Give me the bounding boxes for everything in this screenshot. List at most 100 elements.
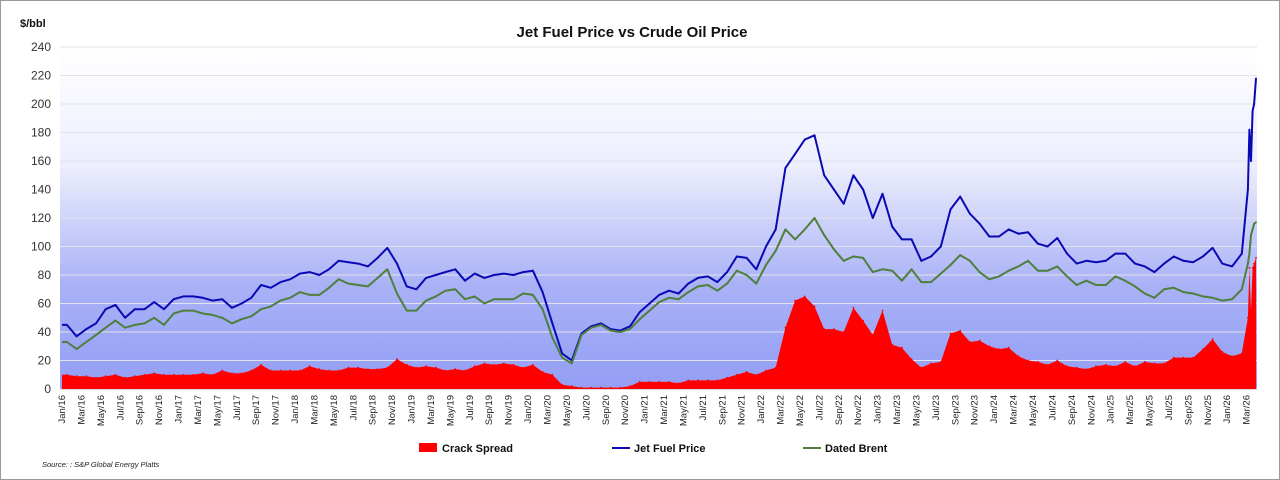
y-tick-label: 0 [44,382,51,396]
x-tick-label: Jan/18 [290,395,301,424]
crack-spread-point [784,326,787,329]
crack-spread-point [347,366,350,369]
jet-fuel-price-point [143,308,146,311]
jet-fuel-price-point [930,255,932,258]
jet-fuel-price-point [648,302,651,305]
y-tick-label: 120 [31,211,51,225]
dated-brent-point [609,329,612,332]
crack-spread-point [357,366,360,369]
dated-brent-point [1163,288,1165,291]
jet-fuel-price-point [172,298,175,301]
jet-fuel-price-point [182,295,185,298]
crack-spread-point [376,368,379,370]
jet-fuel-price-point [425,277,427,279]
crack-spread-point [124,376,126,379]
crack-spread-point [551,373,554,376]
jet-fuel-price-point [405,285,408,288]
x-tick-label: Jul/23 [931,395,942,420]
dated-brent-point [813,217,816,219]
dated-brent-point [765,264,767,266]
x-tick-label: Mar/17 [193,395,204,425]
jet-fuel-price-point [415,288,418,291]
dated-brent-point [231,322,233,325]
jet-fuel-price-point [1114,252,1117,255]
x-tick-label: Nov/23 [970,395,981,425]
jet-fuel-price-point [706,275,709,278]
jet-fuel-price-point [269,286,272,289]
crack-spread-point [289,369,292,372]
crack-spread-point [192,373,195,376]
crack-spread-point [299,369,301,372]
crack-spread-point [143,373,146,376]
jet-fuel-price-point [201,296,204,299]
crack-spread-point [745,371,748,373]
dated-brent-point [1221,299,1224,302]
x-tick-label: Jul/22 [814,395,825,420]
dated-brent-point [561,356,563,359]
dated-brent-point [493,298,495,301]
crack-spread-point [794,299,796,302]
x-tick-label: Jul/24 [1047,395,1058,420]
jet-fuel-price-point [1153,271,1156,273]
crack-spread-point [114,373,117,376]
crack-spread-point [658,381,661,383]
jet-fuel-price-point [988,235,991,238]
dated-brent-point [687,291,690,293]
dated-brent-point [347,282,350,285]
y-tick-label: 220 [31,69,51,83]
crack-spread-point [1075,366,1078,369]
crack-spread-point [881,309,884,312]
dated-brent-point [784,228,787,231]
dated-brent-point [1251,228,1254,231]
jet-fuel-price-point [376,257,379,259]
dated-brent-point [1211,296,1214,299]
crack-spread-point [959,329,962,332]
crack-spread-point [201,372,204,375]
dated-brent-point [658,301,661,303]
dated-brent-point [444,289,447,292]
crack-spread-point [765,369,767,372]
crack-spread-point [687,379,690,382]
jet-fuel-price-point [1251,110,1254,112]
jet-fuel-price-point [833,188,835,191]
dated-brent-point [182,309,185,312]
jet-fuel-price-point [813,134,816,137]
dated-brent-point [221,316,224,319]
dated-brent-point [590,326,593,329]
x-tick-label: Sep/20 [601,395,612,425]
jet-fuel-price-point [668,289,670,292]
crack-spread-point [1066,365,1068,368]
crack-spread-point [1211,338,1214,340]
crack-spread-point [570,385,573,387]
jet-fuel-price-point [1211,247,1214,249]
dated-brent-point [774,249,777,252]
crack-spread-point [735,373,738,376]
dated-brent-point [978,271,981,273]
x-tick-label: Nov/21 [737,395,748,425]
dated-brent-point [1192,292,1195,295]
crack-spread-point [502,362,505,365]
dated-brent-point [1017,265,1020,268]
jet-fuel-price-point [1017,232,1020,235]
dated-brent-point [1124,279,1127,282]
x-tick-label: Nov/17 [271,395,282,425]
x-tick-label: Nov/20 [620,395,631,425]
crack-spread-point [231,372,233,375]
jet-fuel-price-point [551,322,554,325]
jet-fuel-price-point [308,271,311,273]
dated-brent-point [464,298,466,301]
dated-brent-point [1095,284,1097,286]
crack-spread-point [473,365,476,368]
dated-brent-point [910,268,913,271]
jet-fuel-price-point [66,324,68,326]
jet-fuel-price-point [512,274,515,276]
jet-fuel-price-point [600,322,602,325]
y-tick-label: 100 [31,240,51,254]
jet-fuel-price-point [969,212,971,215]
crack-spread-point [172,373,175,376]
jet-fuel-price-point [949,208,952,211]
jet-fuel-price-point [454,268,457,271]
x-tick-label: Mar/26 [1242,395,1253,425]
dated-brent-point [1075,284,1078,286]
